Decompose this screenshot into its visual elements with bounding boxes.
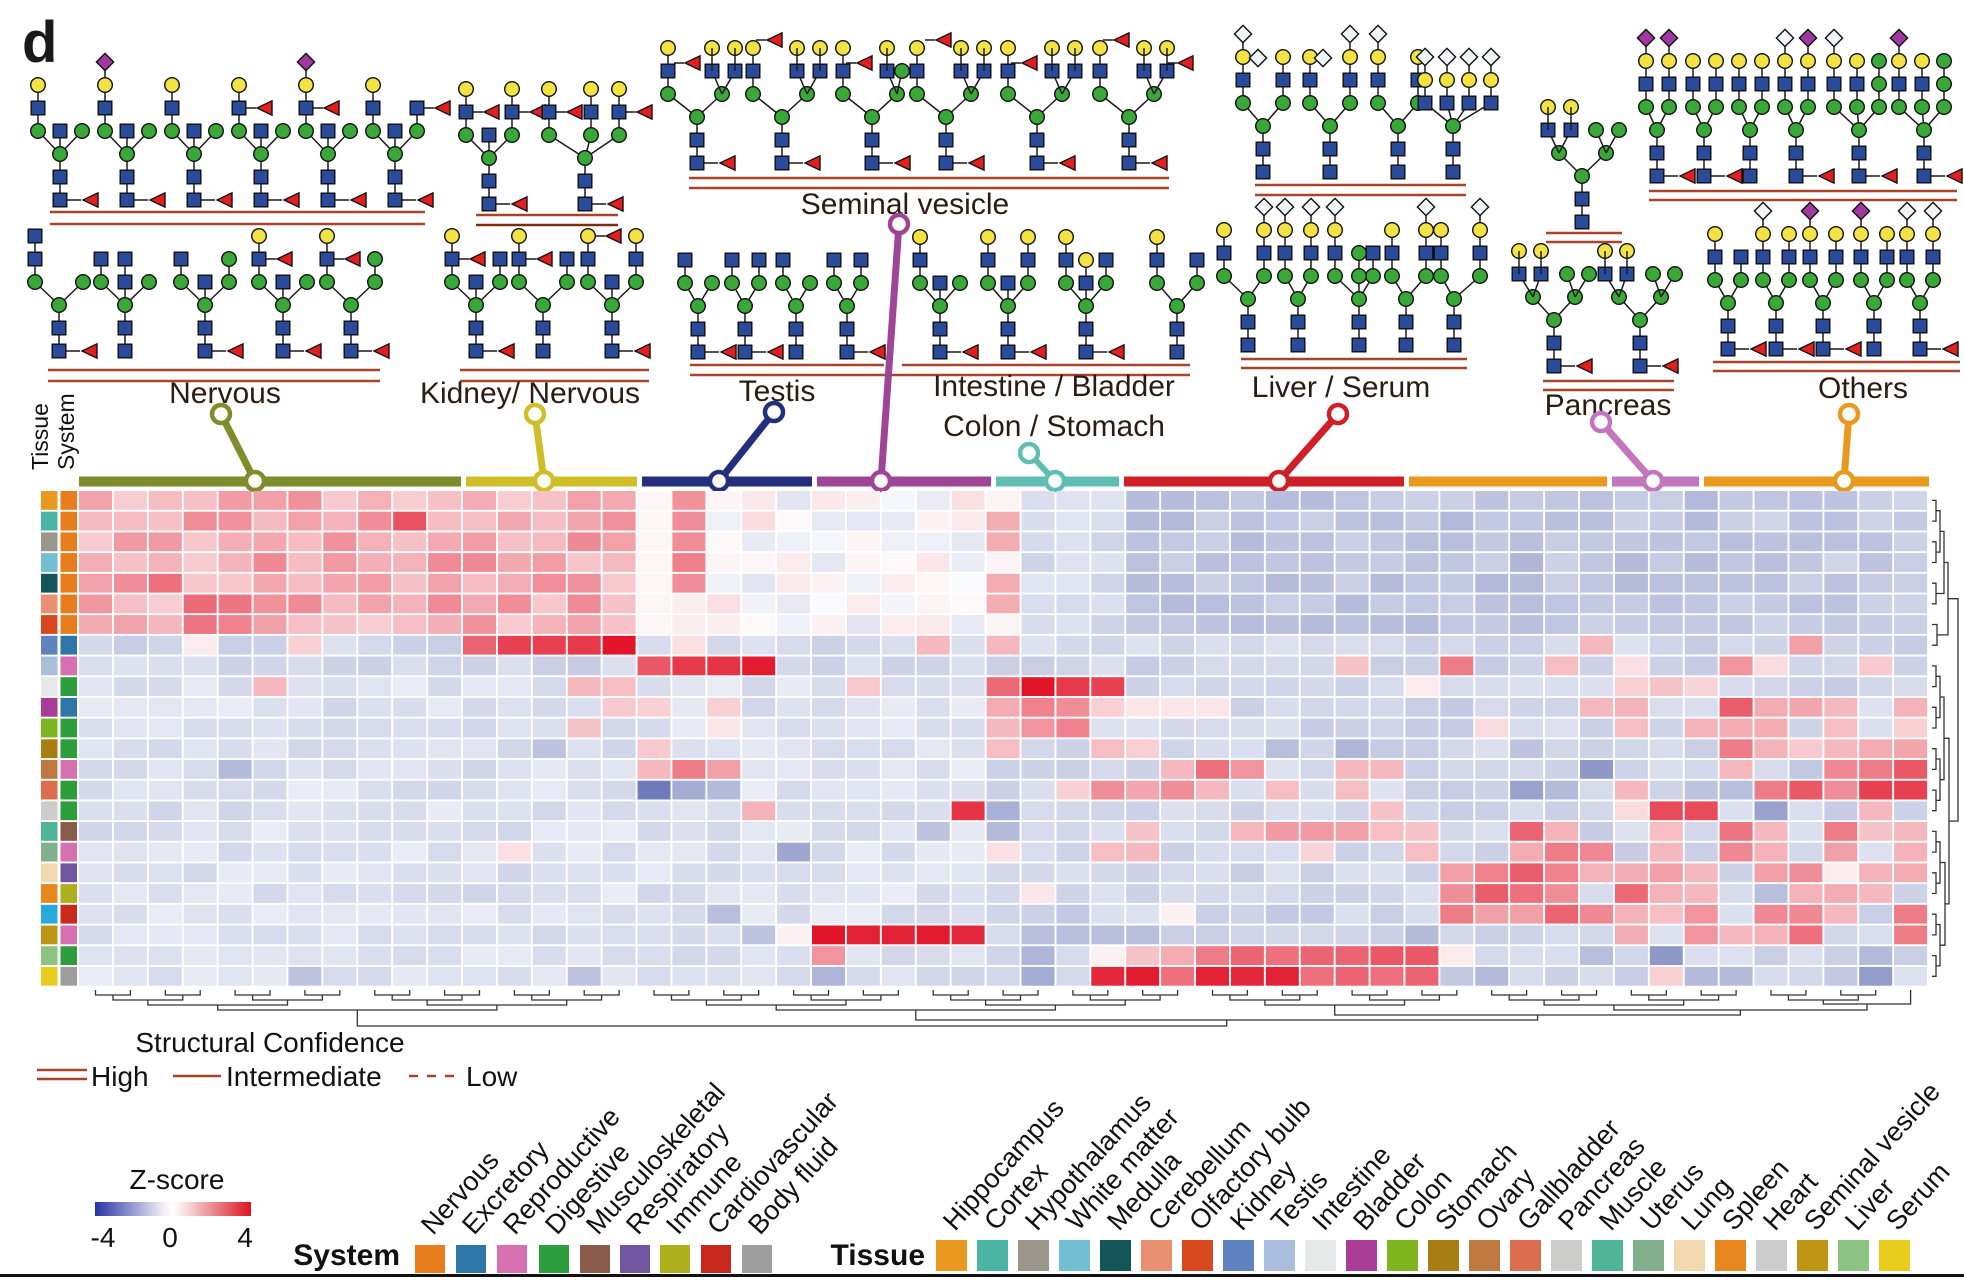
svg-text:Tissue: Tissue bbox=[831, 1239, 926, 1272]
svg-text:Low: Low bbox=[466, 1061, 518, 1092]
svg-text:Others: Others bbox=[1818, 372, 1908, 405]
svg-text:0: 0 bbox=[162, 1222, 178, 1253]
svg-text:4: 4 bbox=[237, 1222, 253, 1253]
svg-text:Z-score: Z-score bbox=[130, 1164, 225, 1195]
svg-text:Colon / Stomach: Colon / Stomach bbox=[943, 410, 1165, 443]
svg-text:Liver / Serum: Liver / Serum bbox=[1252, 371, 1430, 404]
svg-text:System: System bbox=[293, 1239, 400, 1272]
svg-text:Intermediate: Intermediate bbox=[226, 1061, 382, 1092]
svg-text:Intestine / Bladder: Intestine / Bladder bbox=[933, 370, 1175, 403]
svg-text:Structural Confidence: Structural Confidence bbox=[135, 1027, 404, 1058]
svg-text:-4: -4 bbox=[91, 1222, 116, 1253]
svg-text:High: High bbox=[91, 1061, 149, 1092]
svg-text:Tissue: Tissue bbox=[27, 403, 53, 470]
svg-text:System: System bbox=[53, 393, 79, 470]
svg-text:d: d bbox=[22, 10, 57, 75]
